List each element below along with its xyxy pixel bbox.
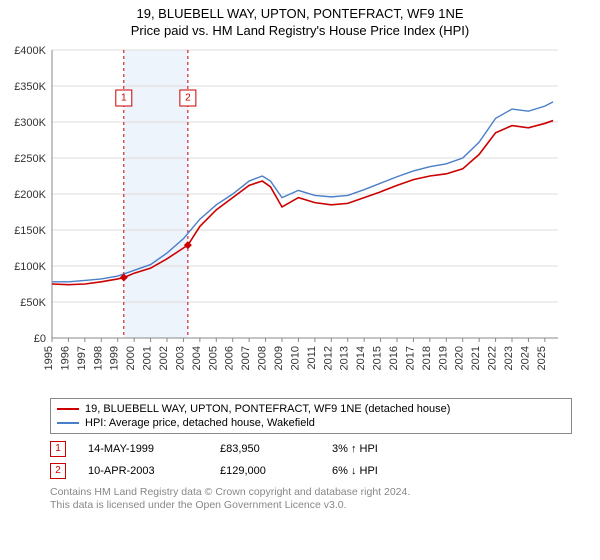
sales-list: 1 14-MAY-1999 £83,950 3% ↑ HPI 2 10-APR-… — [50, 438, 572, 482]
svg-text:2011: 2011 — [306, 346, 318, 370]
svg-text:2006: 2006 — [224, 346, 236, 370]
svg-text:2005: 2005 — [207, 346, 219, 370]
title-line2: Price paid vs. HM Land Registry's House … — [0, 23, 600, 40]
svg-text:2019: 2019 — [437, 346, 449, 370]
sale-hpi: 6% ↓ HPI — [332, 465, 378, 477]
svg-text:2: 2 — [185, 92, 191, 103]
chart-title: 19, BLUEBELL WAY, UPTON, PONTEFRACT, WF9… — [0, 0, 600, 40]
svg-text:2012: 2012 — [322, 346, 334, 370]
legend-label: 19, BLUEBELL WAY, UPTON, PONTEFRACT, WF9… — [85, 403, 450, 415]
svg-text:2007: 2007 — [240, 346, 252, 370]
svg-text:2015: 2015 — [372, 346, 384, 370]
sale-hpi: 3% ↑ HPI — [332, 443, 378, 455]
sale-row: 2 10-APR-2003 £129,000 6% ↓ HPI — [50, 460, 572, 482]
sale-row: 1 14-MAY-1999 £83,950 3% ↑ HPI — [50, 438, 572, 460]
svg-text:£100K: £100K — [14, 261, 46, 273]
svg-text:1998: 1998 — [92, 346, 104, 370]
title-line1: 19, BLUEBELL WAY, UPTON, PONTEFRACT, WF9… — [0, 6, 600, 23]
svg-text:1995: 1995 — [43, 346, 55, 370]
legend-item: 19, BLUEBELL WAY, UPTON, PONTEFRACT, WF9… — [57, 402, 565, 416]
legend-item: HPI: Average price, detached house, Wake… — [57, 416, 565, 430]
legend-swatch — [57, 422, 79, 424]
sale-marker: 2 — [50, 463, 66, 479]
sale-date: 14-MAY-1999 — [88, 443, 198, 455]
svg-text:£400K: £400K — [14, 45, 46, 57]
svg-text:£300K: £300K — [14, 117, 46, 129]
sale-marker: 1 — [50, 441, 66, 457]
svg-text:2017: 2017 — [404, 346, 416, 370]
svg-text:2013: 2013 — [339, 346, 351, 370]
svg-text:2010: 2010 — [289, 346, 301, 370]
svg-text:£50K: £50K — [20, 297, 46, 309]
footer-line2: This data is licensed under the Open Gov… — [50, 499, 572, 513]
svg-text:2008: 2008 — [257, 346, 269, 370]
svg-text:£250K: £250K — [14, 153, 46, 165]
legend-swatch — [57, 408, 79, 410]
svg-text:2003: 2003 — [174, 346, 186, 370]
svg-text:2018: 2018 — [421, 346, 433, 370]
svg-text:2009: 2009 — [273, 346, 285, 370]
footer-attribution: Contains HM Land Registry data © Crown c… — [50, 486, 572, 513]
legend-label: HPI: Average price, detached house, Wake… — [85, 417, 315, 429]
svg-text:2023: 2023 — [503, 346, 515, 370]
svg-text:£150K: £150K — [14, 225, 46, 237]
svg-text:2025: 2025 — [536, 346, 548, 370]
svg-text:2014: 2014 — [355, 346, 367, 370]
svg-text:1: 1 — [121, 92, 127, 103]
svg-text:1996: 1996 — [59, 346, 71, 370]
sale-price: £129,000 — [220, 465, 310, 477]
svg-text:2000: 2000 — [125, 346, 137, 370]
svg-text:2004: 2004 — [191, 346, 203, 370]
legend: 19, BLUEBELL WAY, UPTON, PONTEFRACT, WF9… — [50, 398, 572, 434]
chart-area: £0 £50K £100K £150K £200K £250K £300K £350K £400… — [8, 44, 592, 394]
svg-text:1999: 1999 — [109, 346, 121, 370]
svg-text:2024: 2024 — [519, 346, 531, 370]
svg-text:£350K: £350K — [14, 81, 46, 93]
svg-text:2020: 2020 — [454, 346, 466, 370]
svg-text:2022: 2022 — [487, 346, 499, 370]
sale-date: 10-APR-2003 — [88, 465, 198, 477]
svg-text:2021: 2021 — [470, 346, 482, 370]
footer-line1: Contains HM Land Registry data © Crown c… — [50, 486, 572, 500]
svg-text:£200K: £200K — [14, 189, 46, 201]
sale-price: £83,950 — [220, 443, 310, 455]
svg-text:2016: 2016 — [388, 346, 400, 370]
svg-text:2002: 2002 — [158, 346, 170, 370]
svg-text:2001: 2001 — [142, 346, 154, 370]
line-chart: £0 £50K £100K £150K £200K £250K £300K £350K £400… — [8, 44, 568, 394]
svg-text:£0: £0 — [34, 333, 46, 345]
svg-text:1997: 1997 — [76, 346, 88, 370]
